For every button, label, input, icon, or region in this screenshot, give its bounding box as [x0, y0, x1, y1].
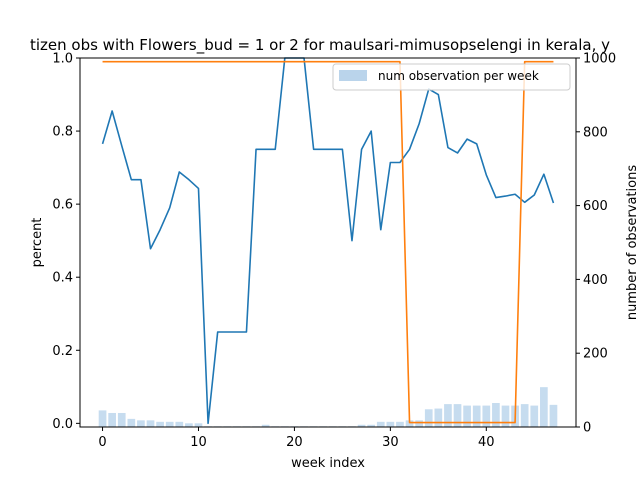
y-tick-label: 0.4: [52, 271, 73, 286]
bar-week-31: [396, 421, 404, 427]
y2-axis-ticks: 0 200 400 600 800 1000: [576, 52, 616, 436]
chart-title: tizen obs with Flowers_bud = 1 or 2 for …: [30, 36, 610, 55]
legend-label: num observation per week: [378, 69, 539, 83]
bar-week-10: [194, 423, 203, 427]
percent-line: [101, 57, 555, 425]
y2-tick-label: 200: [583, 347, 608, 362]
bar-week-27: [357, 424, 366, 427]
x-tick-label: 20: [286, 435, 303, 450]
bar-week-4: [137, 420, 145, 427]
bar-week-40: [482, 405, 491, 427]
y2-tick-label: 600: [583, 199, 608, 214]
bar-week-2: [117, 412, 126, 427]
x-tick-label: 0: [98, 435, 106, 450]
bar-week-1: [108, 412, 116, 427]
bar-week-17: [261, 424, 270, 427]
bar-week-7: [165, 421, 174, 427]
y-tick-label: 0.6: [52, 198, 73, 213]
y2-tick-label: 1000: [583, 52, 616, 67]
bar-week-8: [175, 421, 184, 427]
bar-week-37: [453, 404, 462, 427]
legend: num observation per week: [332, 63, 571, 91]
bar-week-0: [98, 410, 107, 427]
bar-week-29: [376, 421, 385, 427]
bar-week-6: [156, 421, 164, 427]
y-tick-label: 0.2: [52, 344, 73, 359]
y2-tick-label: 800: [583, 125, 608, 140]
y2-tick-label: 400: [583, 273, 608, 288]
bar-week-3: [127, 418, 136, 427]
bar-week-9: [185, 423, 193, 427]
bar-week-36: [444, 404, 452, 427]
x-axis-ticks: 0 10 20 30 40: [98, 427, 495, 450]
bar-week-38: [463, 405, 471, 427]
plot-frame: [79, 57, 577, 428]
x-axis-label: week index: [291, 456, 365, 471]
bar-week-42: [501, 405, 510, 427]
bar-week-44: [520, 404, 529, 427]
bar-week-39: [472, 405, 481, 427]
x-tick-label: 30: [382, 435, 399, 450]
observation-count-line: [102, 60, 554, 424]
x-tick-label: 10: [190, 435, 207, 450]
x-tick-label: 40: [478, 435, 495, 450]
bar-week-46: [540, 387, 548, 427]
bar-week-28: [367, 424, 376, 427]
bar-week-45: [530, 405, 539, 427]
bar-week-32: [405, 420, 414, 427]
y-tick-label: 1.0: [52, 52, 73, 67]
series-lines: [101, 57, 555, 425]
bar-week-35: [434, 408, 443, 427]
bar-week-34: [424, 409, 433, 427]
y-tick-label: 0.8: [52, 125, 73, 140]
bar-week-5: [146, 420, 155, 427]
y-tick-label: 0.0: [52, 417, 73, 432]
y-axis-ticks: 0.0 0.2 0.4 0.6 0.8 1.0: [52, 52, 80, 432]
y2-tick-label: 0: [583, 421, 591, 436]
legend-swatch: [339, 70, 367, 81]
legend-box: [332, 63, 571, 91]
bar-week-33: [415, 420, 423, 427]
bar-week-30: [386, 421, 395, 427]
y2-axis-label: number of observations: [625, 165, 640, 320]
bar-week-47: [549, 404, 558, 427]
y-axis-label: percent: [30, 218, 45, 268]
bar-week-41: [492, 403, 500, 427]
